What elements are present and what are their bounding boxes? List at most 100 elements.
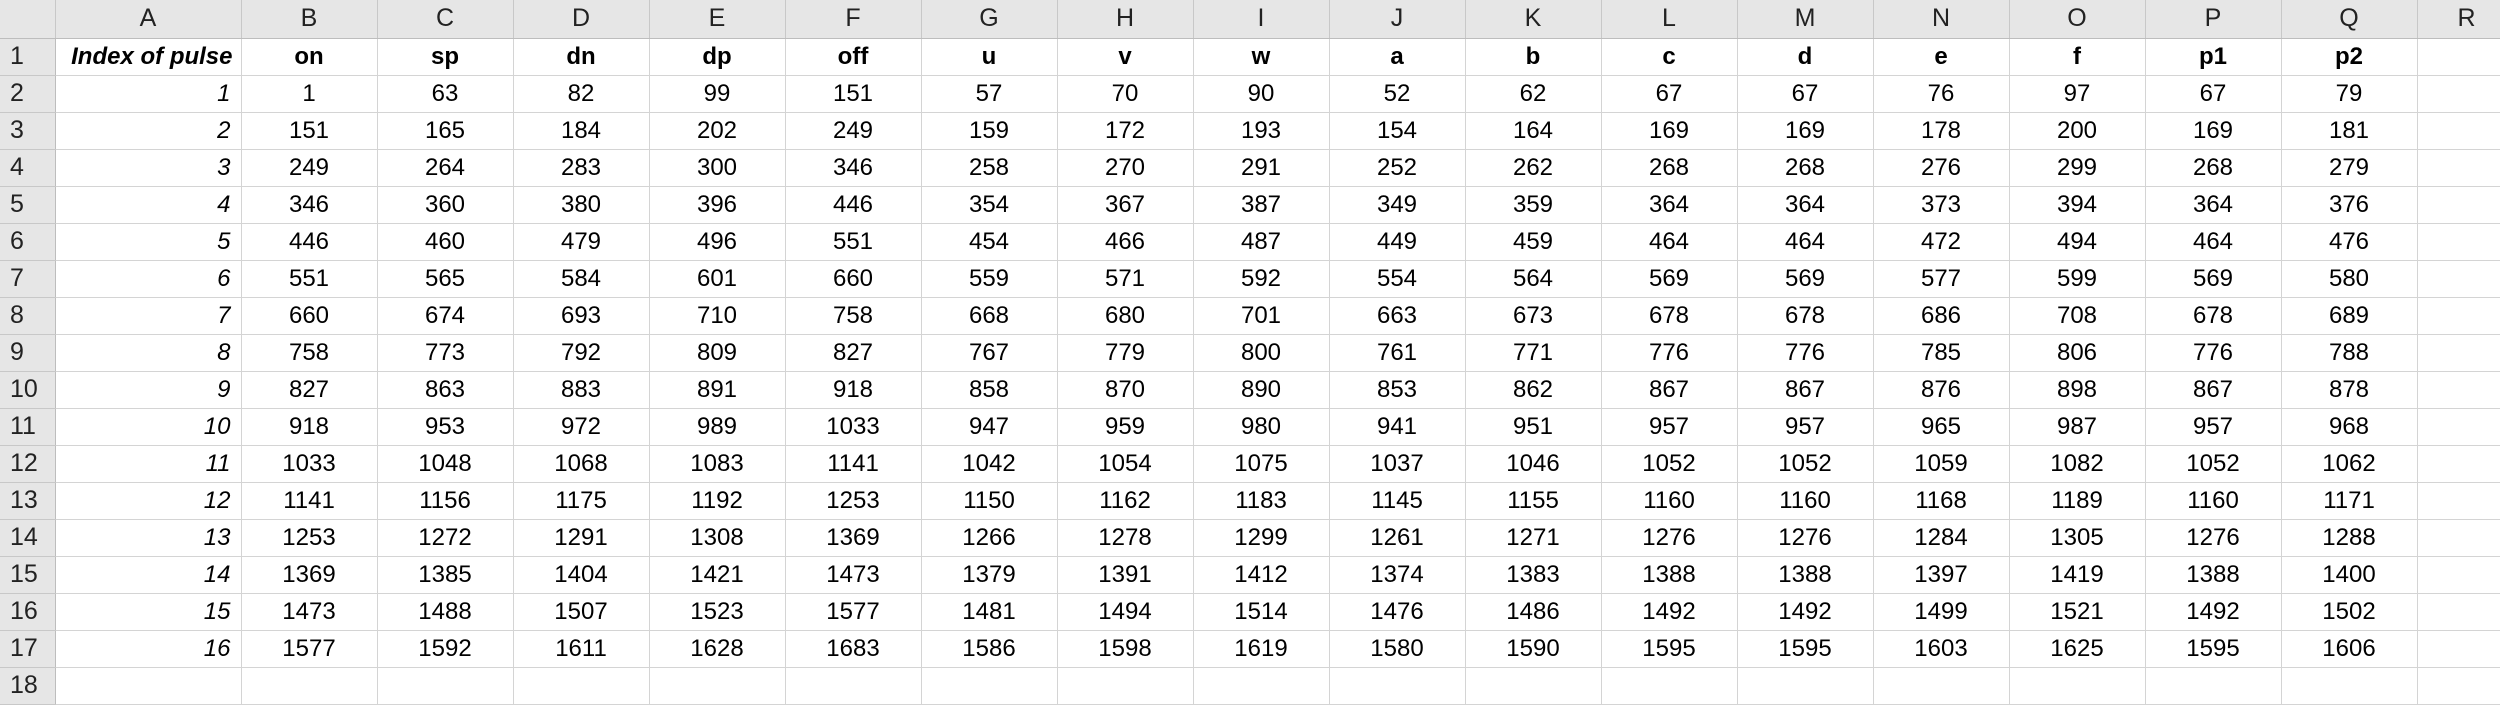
cell-k1[interactable]: b bbox=[1465, 38, 1602, 76]
cell-r15[interactable] bbox=[2417, 556, 2500, 594]
cell-n13[interactable]: 1168 bbox=[1873, 482, 2010, 520]
cell-p9[interactable]: 776 bbox=[2145, 334, 2282, 372]
cell-g10[interactable]: 858 bbox=[921, 371, 1058, 409]
cell-c6[interactable]: 460 bbox=[377, 223, 514, 261]
cell-b12[interactable]: 1033 bbox=[241, 445, 378, 483]
cell-f9[interactable]: 827 bbox=[785, 334, 922, 372]
row-header-6[interactable]: 6 bbox=[0, 223, 56, 261]
cell-h3[interactable]: 172 bbox=[1057, 112, 1194, 150]
cell-q10[interactable]: 878 bbox=[2281, 371, 2418, 409]
cell-d3[interactable]: 184 bbox=[513, 112, 650, 150]
cell-d4[interactable]: 283 bbox=[513, 149, 650, 187]
cell-m15[interactable]: 1388 bbox=[1737, 556, 1874, 594]
cell-p7[interactable]: 569 bbox=[2145, 260, 2282, 298]
cell-e4[interactable]: 300 bbox=[649, 149, 786, 187]
cell-h16[interactable]: 1494 bbox=[1057, 593, 1194, 631]
cell-r18[interactable] bbox=[2417, 667, 2500, 705]
cell-g8[interactable]: 668 bbox=[921, 297, 1058, 335]
cell-n2[interactable]: 76 bbox=[1873, 75, 2010, 113]
cell-p2[interactable]: 67 bbox=[2145, 75, 2282, 113]
cell-p5[interactable]: 364 bbox=[2145, 186, 2282, 224]
cell-o3[interactable]: 200 bbox=[2009, 112, 2146, 150]
cell-m13[interactable]: 1160 bbox=[1737, 482, 1874, 520]
cell-h2[interactable]: 70 bbox=[1057, 75, 1194, 113]
cell-a17[interactable]: 16 bbox=[55, 630, 242, 668]
cell-g14[interactable]: 1266 bbox=[921, 519, 1058, 557]
cell-l2[interactable]: 67 bbox=[1601, 75, 1738, 113]
cell-i17[interactable]: 1619 bbox=[1193, 630, 1330, 668]
cell-e3[interactable]: 202 bbox=[649, 112, 786, 150]
cell-g18[interactable] bbox=[921, 667, 1058, 705]
cell-e18[interactable] bbox=[649, 667, 786, 705]
column-header-n[interactable]: N bbox=[1873, 0, 2010, 39]
cell-a18[interactable] bbox=[55, 667, 242, 705]
cell-a6[interactable]: 5 bbox=[55, 223, 242, 261]
cell-q17[interactable]: 1606 bbox=[2281, 630, 2418, 668]
cell-c2[interactable]: 63 bbox=[377, 75, 514, 113]
cell-a7[interactable]: 6 bbox=[55, 260, 242, 298]
cell-j16[interactable]: 1476 bbox=[1329, 593, 1466, 631]
cell-d11[interactable]: 972 bbox=[513, 408, 650, 446]
cell-c13[interactable]: 1156 bbox=[377, 482, 514, 520]
cell-n8[interactable]: 686 bbox=[1873, 297, 2010, 335]
cell-c11[interactable]: 953 bbox=[377, 408, 514, 446]
cell-m6[interactable]: 464 bbox=[1737, 223, 1874, 261]
cell-m5[interactable]: 364 bbox=[1737, 186, 1874, 224]
cell-o7[interactable]: 599 bbox=[2009, 260, 2146, 298]
cell-c5[interactable]: 360 bbox=[377, 186, 514, 224]
cell-o4[interactable]: 299 bbox=[2009, 149, 2146, 187]
row-header-10[interactable]: 10 bbox=[0, 371, 56, 409]
row-header-1[interactable]: 1 bbox=[0, 38, 56, 76]
cell-f3[interactable]: 249 bbox=[785, 112, 922, 150]
column-header-p[interactable]: P bbox=[2145, 0, 2282, 39]
select-all-corner[interactable] bbox=[0, 0, 56, 39]
cell-m7[interactable]: 569 bbox=[1737, 260, 1874, 298]
cell-k12[interactable]: 1046 bbox=[1465, 445, 1602, 483]
cell-g17[interactable]: 1586 bbox=[921, 630, 1058, 668]
cell-r16[interactable] bbox=[2417, 593, 2500, 631]
cell-r5[interactable] bbox=[2417, 186, 2500, 224]
cell-c15[interactable]: 1385 bbox=[377, 556, 514, 594]
column-header-j[interactable]: J bbox=[1329, 0, 1466, 39]
cell-j2[interactable]: 52 bbox=[1329, 75, 1466, 113]
cell-q16[interactable]: 1502 bbox=[2281, 593, 2418, 631]
cell-q1[interactable]: p2 bbox=[2281, 38, 2418, 76]
cell-b16[interactable]: 1473 bbox=[241, 593, 378, 631]
cell-l3[interactable]: 169 bbox=[1601, 112, 1738, 150]
cell-r13[interactable] bbox=[2417, 482, 2500, 520]
cell-r2[interactable] bbox=[2417, 75, 2500, 113]
cell-n7[interactable]: 577 bbox=[1873, 260, 2010, 298]
row-header-12[interactable]: 12 bbox=[0, 445, 56, 483]
cell-o16[interactable]: 1521 bbox=[2009, 593, 2146, 631]
cell-k6[interactable]: 459 bbox=[1465, 223, 1602, 261]
cell-h18[interactable] bbox=[1057, 667, 1194, 705]
cell-e9[interactable]: 809 bbox=[649, 334, 786, 372]
cell-i11[interactable]: 980 bbox=[1193, 408, 1330, 446]
cell-d16[interactable]: 1507 bbox=[513, 593, 650, 631]
cell-o12[interactable]: 1082 bbox=[2009, 445, 2146, 483]
cell-b3[interactable]: 151 bbox=[241, 112, 378, 150]
cell-k3[interactable]: 164 bbox=[1465, 112, 1602, 150]
cell-r4[interactable] bbox=[2417, 149, 2500, 187]
cell-j7[interactable]: 554 bbox=[1329, 260, 1466, 298]
cell-b13[interactable]: 1141 bbox=[241, 482, 378, 520]
cell-p10[interactable]: 867 bbox=[2145, 371, 2282, 409]
cell-l16[interactable]: 1492 bbox=[1601, 593, 1738, 631]
row-header-15[interactable]: 15 bbox=[0, 556, 56, 594]
cell-l11[interactable]: 957 bbox=[1601, 408, 1738, 446]
cell-p12[interactable]: 1052 bbox=[2145, 445, 2282, 483]
cell-f1[interactable]: off bbox=[785, 38, 922, 76]
cell-d7[interactable]: 584 bbox=[513, 260, 650, 298]
cell-j13[interactable]: 1145 bbox=[1329, 482, 1466, 520]
cell-l6[interactable]: 464 bbox=[1601, 223, 1738, 261]
cell-h17[interactable]: 1598 bbox=[1057, 630, 1194, 668]
cell-c1[interactable]: sp bbox=[377, 38, 514, 76]
cell-m17[interactable]: 1595 bbox=[1737, 630, 1874, 668]
cell-e16[interactable]: 1523 bbox=[649, 593, 786, 631]
cell-p3[interactable]: 169 bbox=[2145, 112, 2282, 150]
cell-f7[interactable]: 660 bbox=[785, 260, 922, 298]
cell-i1[interactable]: w bbox=[1193, 38, 1330, 76]
row-header-9[interactable]: 9 bbox=[0, 334, 56, 372]
cell-q9[interactable]: 788 bbox=[2281, 334, 2418, 372]
cell-d17[interactable]: 1611 bbox=[513, 630, 650, 668]
